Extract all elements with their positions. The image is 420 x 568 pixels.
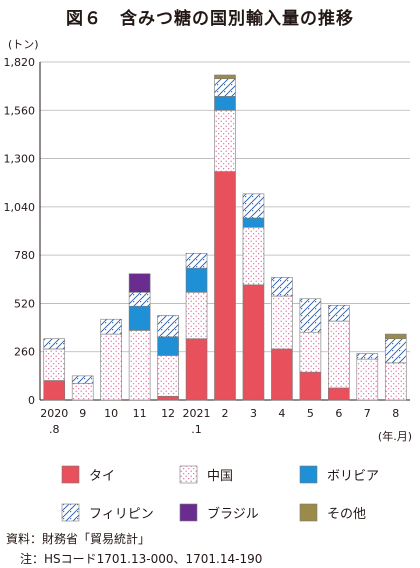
bar-segment [100,318,122,335]
legend-swatch [299,503,318,522]
legend-label: ブラジル [207,506,259,522]
bar-segment [214,74,236,80]
x-tick-label: 8 [392,407,399,420]
chart-title: 図６ 含みつ糖の国別輸入量の推移 [66,9,354,29]
bar-segment [242,226,265,286]
bar-segment [271,348,293,401]
bar-segment [299,371,322,401]
bar-segment [242,217,265,228]
legend-label: その他 [327,507,366,522]
x-axis-unit: (年.月) [378,429,412,443]
bar-segment [128,330,151,401]
bar-segment [356,353,379,360]
bar-segment [100,333,122,401]
x-tick-label: 12 [161,407,175,420]
bar-segment [328,304,350,322]
x-tick-label: 7 [364,407,371,420]
legend-swatch [299,465,318,484]
x-tick-label: 3 [250,407,257,420]
x-tick-label: 2021 [183,407,211,420]
source-note: 資料：財務省「貿易統計」 [6,532,151,546]
legend-swatch [61,465,80,484]
bar-segment [384,333,407,340]
axis-labels: 0 260 520 780 1,040 1,300 1,560 1,820 (トン) (年.月) 2… [4,38,413,443]
y-tick-label: 520 [14,297,35,310]
bar-segment [71,375,94,384]
bar-segment [128,305,151,331]
bar-segment [128,273,151,293]
x-tick-label: 6 [335,407,342,420]
y-tick-label: 780 [14,249,35,262]
bar-segment [185,338,208,401]
x-tick-label: 4 [278,407,285,420]
bar-segment [384,338,407,364]
bar-segment [43,338,66,350]
bar-segment [328,387,350,401]
bar-segment [157,315,179,338]
bars [43,74,407,401]
x-tick-label: 11 [133,407,147,420]
bar-segment [157,395,179,401]
x-tick-label: .8 [49,423,60,436]
bar-segment [157,355,179,397]
legend-label: ボリビア [327,469,379,484]
legend-swatch [61,503,80,522]
y-tick-label: 1,560 [4,104,36,117]
bar-segment [43,348,66,381]
bar-segment [214,171,236,401]
bar-segment [242,284,265,401]
x-tick-label: 2020 [40,407,68,420]
y-tick-label: 0 [28,394,35,407]
legend-label: フィリピン [89,507,154,522]
x-tick-label: 2 [222,407,229,420]
bar-segment [128,291,151,307]
y-tick-label: 1,820 [4,56,36,69]
bar-segment [299,331,322,373]
y-tick-label: 1,300 [4,153,36,166]
x-tick-label: 9 [79,407,86,420]
bar-segment [185,267,208,293]
x-tick-label: 10 [104,407,118,420]
bar-segment [271,295,293,350]
bar-segment [271,277,293,297]
bar-segment [384,362,407,401]
x-tick-label: 5 [307,407,314,420]
legend-label: 中国 [207,469,233,484]
bar-segment [356,358,379,401]
legend-swatch [179,503,198,522]
legend-swatch [179,465,198,484]
bar-segment [242,193,265,219]
bar-segment [214,78,236,97]
bar-segment [185,252,208,269]
bar-segment [328,320,350,389]
bar-segment [214,109,236,172]
bar-segment [43,380,66,401]
legend-label: タイ [89,469,115,484]
y-tick-label: 260 [14,346,35,359]
x-tick-label: .1 [191,423,202,436]
bar-segment [157,336,179,356]
bar-segment [299,298,322,333]
footnote: 注：HSコード1701.13-000、1701.14-190 [20,552,263,566]
y-tick-label: 1,040 [4,201,36,214]
bar-segment [185,291,208,340]
bar-segment [71,382,94,401]
y-axis-unit: (トン) [8,38,39,51]
bar-segment [214,96,236,111]
